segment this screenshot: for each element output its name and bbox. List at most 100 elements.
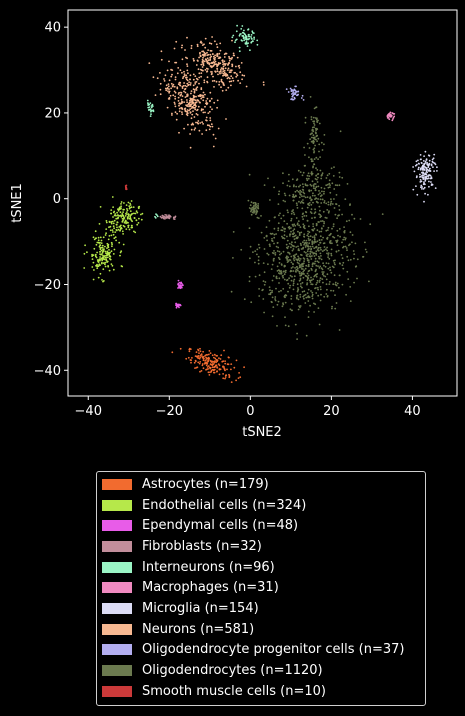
data-point [334, 283, 337, 286]
data-point [93, 247, 96, 250]
data-point [198, 56, 201, 59]
data-point [179, 347, 182, 350]
legend-swatch [102, 665, 132, 677]
data-point [315, 135, 318, 138]
data-point [415, 160, 418, 163]
data-point [310, 198, 313, 201]
data-point [190, 117, 193, 120]
data-point [196, 356, 198, 358]
data-point [190, 44, 193, 47]
data-point [312, 120, 314, 123]
data-point [238, 50, 241, 53]
data-point [256, 43, 259, 46]
data-point [320, 258, 323, 261]
data-point [165, 214, 168, 217]
data-point [128, 205, 131, 208]
data-point [166, 87, 169, 89]
data-point [149, 115, 152, 117]
data-point [120, 205, 122, 208]
data-point [318, 230, 321, 233]
data-point [431, 160, 434, 163]
data-point [286, 261, 289, 263]
data-point [200, 108, 203, 111]
data-point [423, 155, 425, 158]
data-point [119, 208, 122, 210]
data-point [291, 244, 294, 247]
data-point [333, 236, 336, 239]
data-point [211, 354, 214, 357]
data-point [313, 262, 316, 265]
data-point [94, 254, 97, 256]
data-point [252, 208, 255, 211]
data-point [273, 242, 275, 245]
data-point [211, 368, 214, 371]
data-point [108, 254, 111, 256]
data-point [271, 296, 274, 299]
data-point [227, 67, 230, 70]
data-point [303, 242, 306, 245]
data-point [189, 78, 191, 81]
data-point [311, 255, 313, 257]
data-point [199, 347, 201, 350]
data-point [349, 258, 352, 261]
data-point [98, 223, 101, 225]
data-point [388, 118, 391, 121]
data-point [177, 96, 180, 99]
data-point [301, 94, 304, 97]
data-point [196, 86, 199, 89]
data-point [99, 250, 101, 253]
data-point [281, 305, 284, 308]
data-point [224, 376, 227, 378]
legend-item: Oligodendrocyte progenitor cells (n=37) [97, 640, 425, 661]
data-point [174, 78, 177, 81]
data-point [295, 296, 298, 299]
data-point [166, 69, 169, 72]
data-point [256, 39, 259, 42]
data-point [245, 42, 248, 44]
data-point [333, 166, 335, 169]
data-point [213, 356, 215, 359]
data-point [156, 77, 159, 80]
data-point [102, 262, 105, 264]
data-point [304, 121, 307, 124]
data-point [315, 273, 318, 276]
data-point [190, 92, 192, 95]
data-point [311, 283, 314, 286]
data-point [267, 253, 270, 256]
data-point [297, 258, 300, 261]
data-point [290, 295, 293, 297]
data-point [293, 245, 295, 248]
data-point [245, 38, 248, 41]
data-point [122, 233, 124, 235]
data-point [263, 283, 266, 286]
data-point [216, 70, 219, 73]
data-point [235, 73, 238, 75]
data-point [103, 248, 105, 251]
data-point [281, 226, 284, 229]
data-point [309, 138, 311, 141]
data-point [337, 249, 340, 252]
data-point [228, 57, 231, 60]
data-point [241, 78, 244, 81]
data-point [356, 258, 359, 261]
data-point [304, 196, 307, 199]
data-point [353, 253, 356, 256]
data-point [189, 74, 192, 77]
data-point [317, 198, 319, 200]
data-point [293, 232, 295, 235]
data-point [307, 244, 309, 247]
data-point [206, 60, 209, 63]
data-point [417, 168, 420, 171]
data-point [419, 173, 421, 176]
data-point [197, 105, 200, 108]
data-point [265, 226, 268, 229]
data-point [152, 76, 155, 79]
data-point [127, 224, 130, 227]
data-point [317, 294, 320, 297]
data-point [159, 88, 162, 91]
data-point [292, 93, 295, 96]
data-point [195, 95, 197, 98]
data-point [209, 371, 211, 374]
data-point [150, 110, 152, 113]
data-point [183, 101, 186, 103]
